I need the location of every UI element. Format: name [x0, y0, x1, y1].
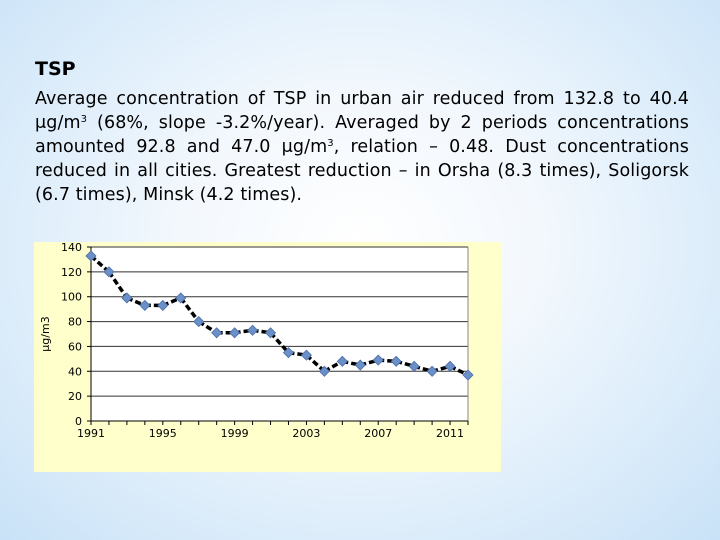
series-markers: [85, 250, 474, 381]
x-tick-label: 2007: [364, 427, 392, 440]
data-point-marker: [354, 359, 366, 371]
y-tick-label: 40: [68, 365, 82, 378]
y-tick-label: 60: [68, 340, 82, 353]
x-tick-label: 1995: [149, 427, 177, 440]
data-point-marker: [211, 327, 223, 339]
paragraph-part-2: (68%, slope -3.2%/year). Averaged by 2 p…: [35, 113, 689, 157]
data-point-marker: [390, 355, 402, 367]
y-tick-label: 100: [61, 291, 82, 304]
y-tick-label: 140: [61, 242, 82, 254]
superscript-3: 3: [80, 114, 88, 125]
data-point-marker: [372, 354, 384, 366]
data-point-marker: [318, 365, 330, 377]
plot-area: [91, 247, 468, 421]
data-point-marker: [300, 349, 312, 361]
data-point-marker: [85, 250, 97, 262]
data-point-marker: [157, 299, 169, 311]
slide-title: TSP: [35, 58, 76, 80]
data-point-marker: [336, 355, 348, 367]
data-point-marker: [282, 347, 295, 359]
chart-svg: 0 20 40 60 80 100 120 140 1991 1995 1999 2003 2007 20…: [39, 242, 474, 440]
data-point-marker: [462, 369, 474, 381]
superscript-3: 3: [327, 138, 334, 149]
paragraph-part-3: , relation – 0.48. Dust concentrations r…: [35, 137, 689, 205]
data-point-marker: [103, 266, 115, 278]
series-line-segment: [305, 353, 326, 373]
data-point-marker: [264, 327, 277, 339]
data-point-marker: [121, 292, 133, 304]
x-tick-label: 2003: [292, 427, 320, 440]
y-tick-label: 20: [68, 390, 82, 403]
data-point-marker: [426, 365, 438, 377]
data-point-marker: [408, 360, 420, 372]
data-point-marker: [139, 299, 151, 311]
series-line-segment: [89, 254, 111, 274]
data-point-marker: [193, 316, 205, 328]
gridlines: [91, 246, 468, 397]
y-tick-label: 0: [75, 415, 82, 428]
series-line-segment: [107, 270, 129, 299]
y-tick-label: 120: [61, 266, 82, 279]
data-point-marker: [247, 324, 259, 336]
y-axis-label: μg/m3: [39, 316, 52, 351]
series-line-segment: [269, 331, 290, 354]
x-tick-label: 1991: [77, 427, 105, 440]
x-tick-label: 2011: [436, 427, 464, 440]
x-tick-label: 1999: [221, 427, 249, 440]
axes: [87, 246, 469, 425]
data-point-marker: [444, 360, 456, 372]
tsp-chart: 0 20 40 60 80 100 120 140 1991 1995 1999 2003 2007 20…: [34, 242, 501, 472]
data-point-marker: [229, 327, 241, 339]
tick-labels: 0 20 40 60 80 100 120 140 1991 1995 1999 2003 2007 20…: [61, 242, 464, 440]
slide-paragraph: Average concentration of TSP in urban ai…: [35, 87, 689, 207]
series-line-segment: [179, 296, 201, 323]
paragraph-part-1: Average concentration of TSP in urban ai…: [35, 89, 689, 133]
data-point-marker: [175, 292, 187, 304]
y-tick-label: 80: [68, 316, 82, 329]
